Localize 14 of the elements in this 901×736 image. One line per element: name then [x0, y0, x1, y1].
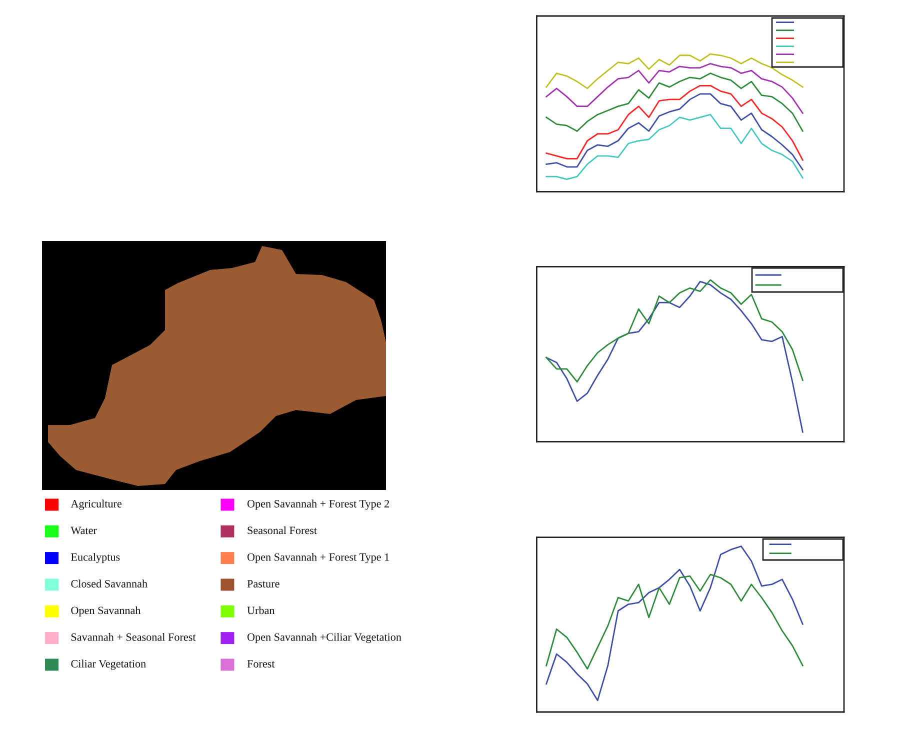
category-label: Open Savannah	[71, 606, 141, 616]
category-label: Open Savannah +Ciliar Vegetation	[247, 632, 402, 644]
category-label: Savannah + Seasonal Forest	[71, 633, 196, 641]
category-label: Closed Savannah	[71, 580, 148, 588]
category-label: Seasonal Forest	[248, 526, 317, 534]
category-label: Open Savannah + Forest Type 2	[247, 500, 389, 510]
category-label: Ciliar Vegetation	[71, 660, 146, 670]
category-label: Eucalyptus	[71, 552, 120, 564]
category-label: Water	[70, 526, 97, 534]
category-label: Forest	[247, 660, 275, 668]
category-label: Agriculture	[70, 500, 122, 510]
category-label: Urban	[247, 606, 275, 614]
category-label: Open Savannah + Forest Type 1	[247, 552, 389, 564]
category-label: Pasture	[247, 580, 280, 588]
